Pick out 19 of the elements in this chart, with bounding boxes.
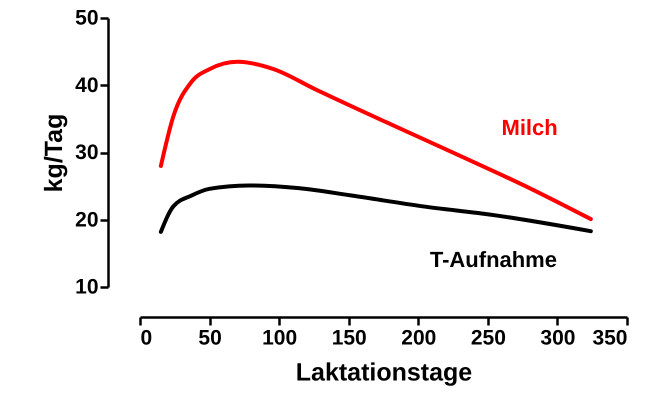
y-tick-label: 40 [75, 74, 98, 97]
series-label: T-Aufnahme [430, 247, 557, 272]
x-tick-label: 300 [540, 326, 576, 350]
x-tick-label: 200 [401, 326, 436, 350]
x-tick-label: 50 [198, 326, 222, 350]
x-tick-label: 250 [470, 326, 506, 350]
y-tick-label: 50 [75, 6, 98, 30]
y-tick-label: 30 [75, 141, 98, 164]
x-tick-label: 0 [140, 326, 152, 350]
series-label: Milch [501, 115, 558, 140]
y-tick-label: 10 [75, 276, 98, 298]
x-axis-title: Laktationstage [296, 358, 472, 386]
x-tick-label: 100 [262, 326, 298, 350]
x-tick-label: 350 [592, 326, 628, 350]
line-series [158, 60, 593, 222]
y-tick-label: 20 [75, 208, 98, 232]
y-axis-title: kg/Tag [40, 114, 68, 192]
x-tick-label: 150 [332, 326, 367, 350]
line-series [158, 183, 593, 234]
